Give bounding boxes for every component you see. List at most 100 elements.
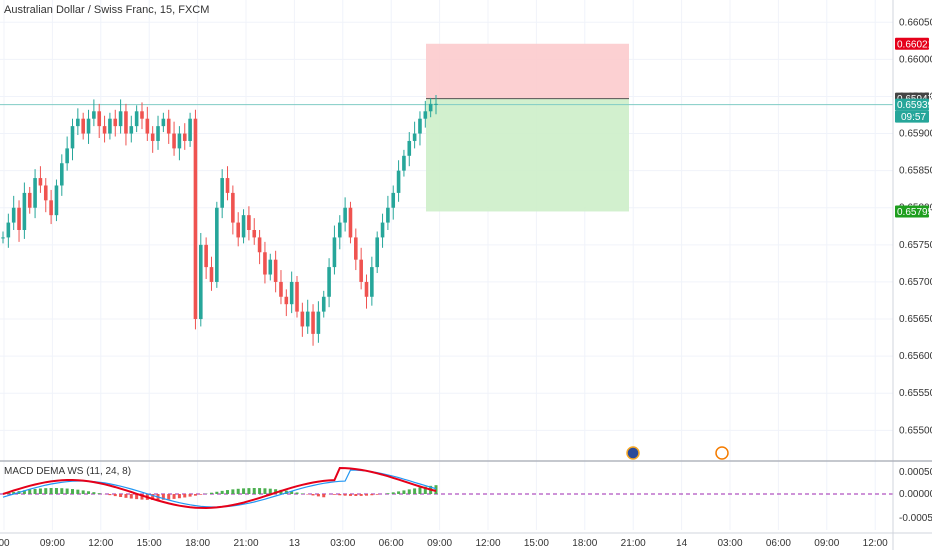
- candle-body: [402, 155, 406, 171]
- candle-body: [129, 126, 134, 134]
- macd-main-line: [2, 466, 437, 510]
- macd-histogram-bar: [311, 494, 315, 496]
- candle-body: [231, 192, 235, 223]
- candle-body: [412, 133, 417, 141]
- candle-body: [289, 281, 294, 305]
- candle-body: [54, 185, 59, 216]
- position-zones: [0, 43, 893, 212]
- candle-body: [370, 267, 374, 297]
- macd-histogram-bar: [113, 494, 117, 497]
- macd-histogram-bar: [49, 488, 53, 494]
- candle-body: [17, 207, 21, 230]
- price-tick-label: 0.65900: [899, 129, 932, 140]
- price-tick-label: 0.65650: [899, 314, 932, 325]
- candle-body: [215, 207, 219, 282]
- macd-histogram-bar: [375, 494, 379, 495]
- time-tick-label: 06:00: [379, 538, 404, 549]
- macd-histogram-bar: [6, 493, 10, 494]
- macd-histogram-bar: [161, 494, 165, 500]
- macd-tick-label: -0.00050: [899, 513, 932, 524]
- time-tick-label: 00: [0, 538, 10, 549]
- macd-histogram-bar: [97, 493, 101, 494]
- macd-histogram-bar: [119, 494, 123, 498]
- macd-histogram-bar: [129, 494, 133, 499]
- macd-histogram-bar: [60, 488, 64, 494]
- candle-body: [380, 222, 385, 238]
- chart-title: Australian Dollar / Swiss Franc, 15, FXC…: [4, 4, 209, 16]
- time-tick-label: 03:00: [330, 538, 355, 549]
- candle-body: [156, 126, 160, 141]
- candle-body: [140, 111, 144, 119]
- countdown-tag-bg: [895, 110, 929, 123]
- candle-body: [337, 222, 342, 238]
- stop-loss-zone: [426, 43, 629, 99]
- candle-body: [6, 222, 11, 238]
- macd-histogram-bar: [386, 493, 390, 494]
- candle-body: [359, 259, 363, 282]
- candle-body: [428, 103, 433, 112]
- macd-histogram-bar: [316, 494, 320, 497]
- candle-body: [268, 259, 273, 275]
- macd-histogram-bar: [135, 494, 139, 500]
- candle-body: [70, 126, 75, 149]
- candles[interactable]: [1, 94, 438, 346]
- candle-body: [43, 185, 48, 201]
- candle-body: [161, 118, 166, 127]
- time-tick-label: 09:00: [427, 538, 452, 549]
- time-tick-label: 03:00: [717, 538, 742, 549]
- macd-histogram-bar: [370, 494, 374, 496]
- candle-body: [263, 252, 267, 275]
- stop-price-tag: 0.66021: [897, 39, 932, 50]
- price-tick-label: 0.65600: [899, 351, 932, 362]
- macd-histogram-bar: [177, 494, 181, 499]
- candle-body: [391, 192, 396, 208]
- candle-body: [22, 192, 27, 230]
- macd-histogram-bar: [172, 494, 176, 499]
- candle-body: [284, 296, 289, 305]
- macd-histogram-bar: [215, 491, 219, 494]
- candle-body: [364, 281, 369, 297]
- macd-pane: [0, 466, 893, 510]
- macd-histogram-bar: [199, 494, 203, 495]
- candle-body: [241, 215, 246, 238]
- time-tick-label: 06:00: [766, 538, 791, 549]
- time-tick-label: 21:00: [621, 538, 646, 549]
- candle-body: [236, 222, 241, 238]
- candle-body: [86, 118, 91, 134]
- price-tick-label: 0.66050: [899, 17, 932, 28]
- macd-histogram-bar: [402, 490, 406, 494]
- macd-histogram-bar: [108, 494, 112, 496]
- time-tick-label: 18:00: [572, 538, 597, 549]
- macd-histogram-bar: [348, 494, 352, 496]
- time-tick-label: 12:00: [88, 538, 113, 549]
- candle-body: [300, 311, 305, 327]
- price-tick-label: 0.65850: [899, 166, 932, 177]
- time-tick-label: 18:00: [185, 538, 210, 549]
- candle-body: [311, 311, 315, 334]
- macd-histogram-bar: [413, 488, 417, 494]
- macd-histogram-bar: [359, 494, 363, 496]
- candle-body: [145, 118, 150, 134]
- macd-histogram-bar: [231, 489, 235, 494]
- macd-histogram-bar: [268, 488, 272, 494]
- candle-body: [65, 148, 69, 164]
- macd-histogram-bar: [12, 492, 16, 494]
- macd-histogram-bar: [22, 490, 26, 494]
- macd-histogram-bar: [354, 494, 358, 496]
- macd-histogram-bar: [236, 488, 240, 494]
- macd-histogram-bar: [92, 492, 96, 494]
- candle-body: [321, 296, 326, 312]
- candle-body: [348, 207, 353, 238]
- grid: [0, 0, 893, 530]
- time-tick-label: 15:00: [137, 538, 162, 549]
- macd-histogram-bar: [290, 491, 294, 494]
- candle-body: [49, 200, 53, 216]
- macd-histogram-bar: [247, 488, 251, 494]
- price-tick-label: 0.65550: [899, 388, 932, 399]
- candle-body: [118, 111, 123, 127]
- candle-body: [354, 237, 358, 260]
